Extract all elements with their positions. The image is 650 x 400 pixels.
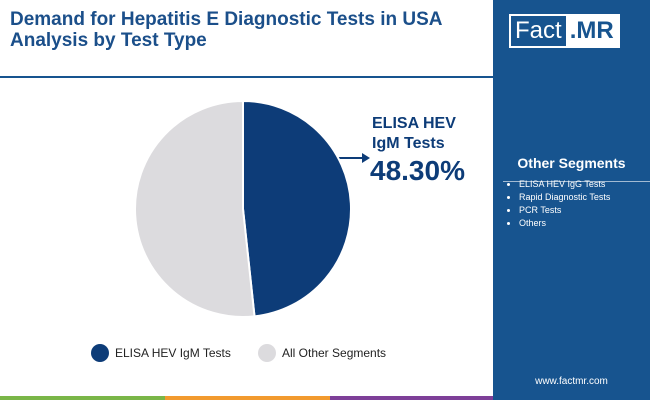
logo-text: .MR [565, 16, 618, 46]
legend-swatch [258, 344, 276, 362]
title-block: Demand for Hepatitis E Diagnostic Tests … [10, 9, 443, 51]
legend-label: All Other Segments [282, 346, 386, 360]
pie-slice [134, 99, 256, 318]
sidebar-item: Rapid Diagnostic Tests [519, 191, 610, 204]
sidebar-item: ELISA HEV IgG Tests [519, 178, 610, 191]
header-rule [0, 76, 493, 78]
sidebar-item: PCR Tests [519, 204, 610, 217]
legend-swatch [91, 344, 109, 362]
sidebar-rule [503, 181, 650, 182]
logo: Fact .MR [509, 14, 620, 48]
footer-strip [330, 396, 493, 400]
annotation-value: 48.30% [370, 155, 465, 186]
footer-strip [165, 396, 330, 400]
chart-subtitle: Analysis by Test Type [10, 30, 207, 51]
chart-title: Demand for Hepatitis E Diagnostic Tests … [10, 9, 443, 30]
legend-label: ELISA HEV IgM Tests [115, 346, 231, 360]
chart: ELISA HEV IgM Tests All Other Segments [91, 99, 386, 362]
arrow-head [362, 153, 370, 163]
sidebar-item: Others [519, 217, 610, 230]
annotation-label: ELISA HEV IgM Tests [372, 115, 456, 152]
website: www.factmr.com [535, 376, 608, 387]
footer-strip [0, 396, 165, 400]
pie-slice [242, 99, 352, 318]
logo-text: Fact [515, 17, 562, 44]
sidebar-list: ELISA HEV IgG TestsRapid Diagnostic Test… [505, 178, 610, 230]
sidebar: Fact .MR Other Segments ELISA HEV IgG Te… [493, 0, 650, 400]
sidebar-title: Other Segments [517, 155, 626, 171]
